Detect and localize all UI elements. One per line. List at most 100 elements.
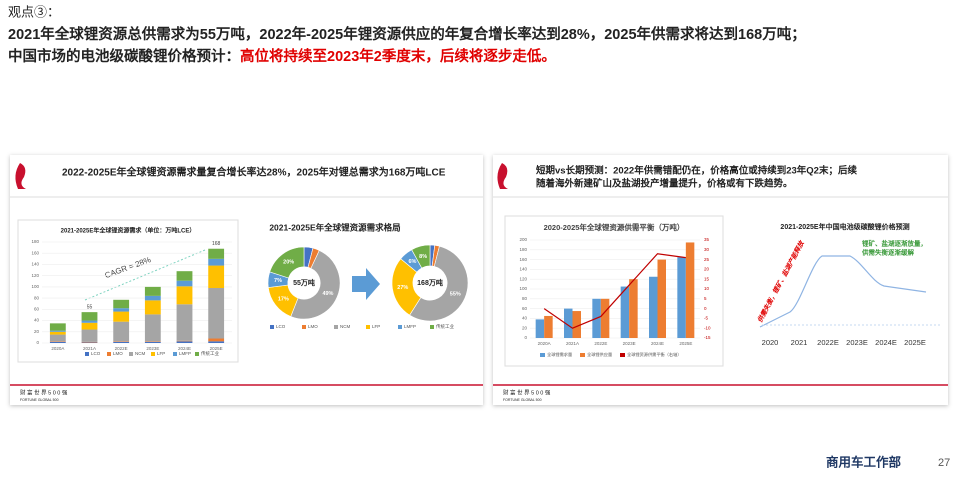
x-tick-label: 2021A	[566, 341, 579, 346]
bar-segment	[113, 321, 130, 342]
bar	[572, 311, 581, 338]
legend-swatch	[129, 352, 133, 356]
bar-segment	[176, 286, 193, 305]
legend-swatch	[173, 352, 177, 356]
legend-swatch	[85, 352, 89, 356]
price-line	[759, 255, 927, 328]
chart-title: 2021-2025E年全球锂资源需求格局	[269, 222, 400, 232]
panel-title: 短期vs长期预测：2022年供需错配仍在，价格高位或持续到23年Q2末；后续	[536, 165, 857, 177]
bar	[677, 257, 686, 338]
y-tick-label: 120	[519, 276, 527, 281]
x-tick-label: 2020	[762, 338, 779, 347]
bar-segment	[176, 304, 193, 341]
y2-tick-label: 30	[704, 247, 710, 252]
panel-title: 2022-2025E年全球锂资源需求量复合增长率达28%，2025年对锂总需求为…	[62, 166, 446, 179]
footer-text: FORTUNE GLOBAL 500	[503, 398, 542, 402]
bar-segment	[144, 300, 161, 315]
legend-swatch	[107, 352, 111, 356]
bar-segment	[49, 330, 66, 332]
bar-segment	[208, 248, 225, 259]
bar-segment	[176, 341, 193, 343]
legend-label: NCM	[340, 324, 350, 329]
bar-segment	[113, 308, 130, 312]
donut-center: 168万吨	[417, 278, 443, 287]
y2-tick-label: 15	[704, 276, 710, 281]
header-line: 2021年全球锂资源总供需求为55万吨，2022年-2025年锂资源供应的年复合…	[8, 25, 806, 43]
department: 商用车工作部	[826, 454, 902, 469]
y-tick-label: 140	[31, 262, 39, 267]
y-tick-label: 80	[34, 295, 40, 300]
x-tick-label: 2023E	[146, 346, 159, 351]
slice-label: 8%	[419, 254, 427, 260]
y2-tick-label: 5	[704, 296, 707, 301]
y2-tick-label: 20	[704, 267, 710, 272]
bar-segment	[113, 341, 130, 342]
y-tick-label: 180	[31, 239, 39, 244]
bar-segment	[49, 334, 66, 342]
bar-segment	[113, 341, 130, 343]
trend-line	[84, 249, 206, 301]
footer-text: 财 富 世 界 5 0 0 强	[20, 388, 68, 396]
bar-segment	[144, 341, 161, 342]
total-label: 168	[212, 241, 221, 247]
legend-label: LMO	[308, 324, 318, 329]
bar	[564, 308, 573, 338]
y2-tick-label: -15	[704, 335, 711, 340]
slice-label: 17%	[278, 296, 289, 302]
x-tick-label: 2020A	[538, 341, 551, 346]
bar-segment	[208, 288, 225, 339]
slice-label: 55%	[450, 291, 461, 297]
legend-swatch	[334, 325, 338, 329]
bar-segment	[113, 311, 130, 322]
y-tick-label: 160	[31, 250, 39, 255]
x-tick-label: 2020A	[51, 346, 64, 351]
y2-tick-label: 10	[704, 286, 710, 291]
y-tick-label: 20	[522, 325, 528, 330]
x-tick-label: 2021A	[83, 346, 96, 351]
bar-segment	[176, 280, 193, 287]
bar	[629, 279, 638, 338]
bar	[649, 276, 658, 338]
bar-segment	[49, 341, 66, 343]
x-tick-label: 2025E	[210, 346, 223, 351]
bar-segment	[208, 265, 225, 289]
total-label: 55	[87, 304, 93, 310]
balance-line	[543, 253, 686, 329]
chart-title: 2021-2025E年全球锂资源需求（单位：万吨LCE）	[61, 227, 196, 235]
y2-tick-label: -5	[704, 316, 708, 321]
y-tick-label: 80	[522, 296, 528, 301]
x-tick-label: 2025E	[679, 341, 692, 346]
x-tick-label: 2024E	[875, 338, 897, 347]
y2-tick-label: 0	[704, 306, 707, 311]
legend-label: LFP	[157, 351, 165, 356]
y-tick-label: 60	[522, 306, 528, 311]
slice-label: 20%	[283, 259, 294, 265]
bar-segment	[176, 340, 193, 342]
bar-segment	[144, 286, 161, 296]
y-tick-label: 200	[519, 237, 527, 242]
donut-slice	[290, 250, 341, 320]
chart-title: 2020-2025年全球锂资源供需平衡（万吨）	[544, 222, 685, 232]
note: 锂矿、盐湖逐渐放量，	[862, 239, 927, 248]
legend-swatch	[270, 325, 274, 329]
arrow	[352, 268, 380, 300]
legend-swatch	[580, 353, 585, 357]
bar	[544, 315, 553, 338]
x-tick-label: 2025E	[904, 338, 926, 347]
header-label: 观点③：	[8, 4, 60, 19]
donut-slice	[411, 244, 431, 269]
donut-center: 55万吨	[293, 278, 315, 287]
donut-slice	[269, 246, 305, 279]
legend-label: LCO	[91, 351, 101, 356]
y-tick-label: 180	[519, 247, 527, 252]
bar-segment	[81, 322, 98, 330]
legend-swatch	[398, 325, 402, 329]
y-tick-label: 160	[519, 257, 527, 262]
bar-segment	[81, 329, 98, 342]
footer-text: FORTUNE GLOBAL 500	[20, 398, 59, 402]
panel-title: 随着海外新建矿山及盐湖投产增量提升，价格或有下跌趋势。	[536, 178, 793, 190]
header-highlight: 高位将持续至2023年2季度末，后续将逐步走低。	[240, 47, 556, 65]
bar-segment	[208, 341, 225, 343]
y-tick-label: 40	[522, 316, 528, 321]
